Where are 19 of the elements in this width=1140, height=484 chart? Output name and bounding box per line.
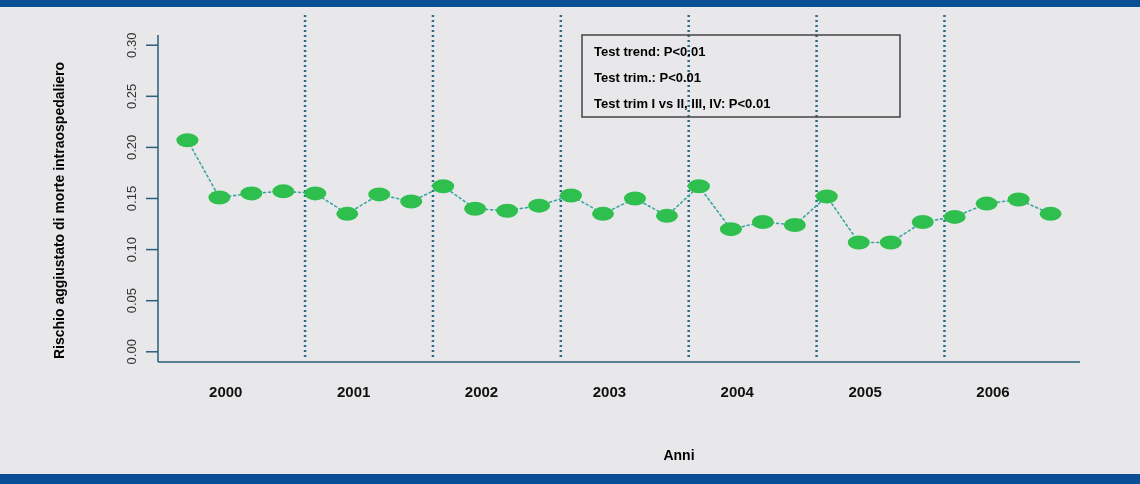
y-tick-label: 0.20 [124, 134, 139, 161]
y-tick-label: 0.00 [124, 339, 139, 365]
y-tick-label: 0.25 [124, 83, 139, 109]
x-tick-label: 2002 [464, 383, 499, 400]
x-axis-title: Anni [663, 447, 695, 463]
annotation: Test trim I vs II, III, IV: P<0.01 [594, 96, 771, 111]
y-tick-label: 0.05 [124, 288, 139, 314]
y-tick-label: 0.30 [124, 32, 139, 58]
y-tick-label: 0.10 [124, 236, 139, 263]
x-tick-label: 2004 [720, 383, 755, 400]
y-axis-title: Rischio aggiustato di morte intraospedaliero [51, 61, 67, 360]
x-tick-label: 2006 [976, 383, 1010, 400]
x-tick-label: 2001 [336, 383, 371, 400]
annotation: Test trend: P<0.01 [594, 44, 706, 59]
x-tick-label: 2003 [592, 383, 627, 400]
x-tick-label: 2005 [848, 383, 882, 400]
y-tick-label: 0.15 [124, 185, 139, 212]
annotation: Test trim.: P<0.01 [594, 70, 702, 85]
x-tick-label: 2000 [209, 383, 243, 400]
